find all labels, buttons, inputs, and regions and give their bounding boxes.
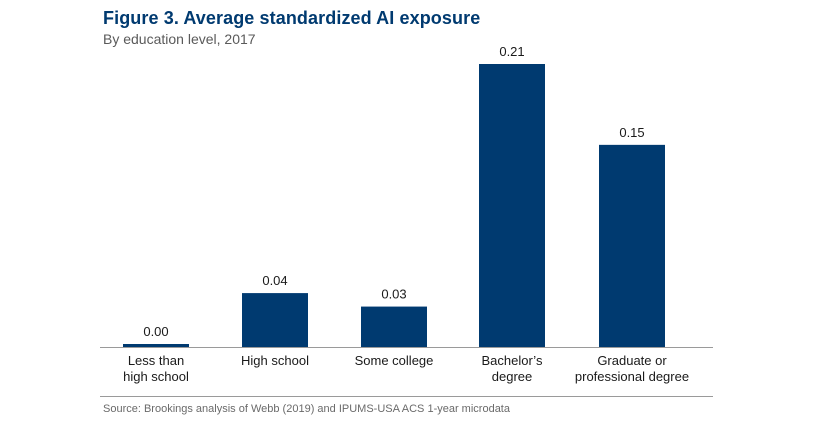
category-label-4-line-2: degree: [492, 369, 532, 384]
data-label-5: 0.15: [619, 125, 644, 140]
bar-3: [361, 306, 427, 347]
category-label-5-line-1: Graduate or: [597, 353, 667, 368]
category-label-2: High school: [241, 353, 309, 368]
data-label-1: 0.00: [143, 324, 168, 339]
category-label-3: Some college: [355, 353, 434, 368]
category-label-1-line-2: high school: [123, 369, 189, 384]
data-label-2: 0.04: [262, 273, 287, 288]
category-label-5-line-2: professional degree: [575, 369, 689, 384]
source-note: Source: Brookings analysis of Webb (2019…: [103, 403, 510, 415]
category-label-1-line-1: Less than: [128, 353, 184, 368]
bar-1: [123, 344, 189, 347]
data-label-3: 0.03: [381, 287, 406, 302]
bar-2: [242, 293, 308, 347]
category-label-4-line-1: Bachelor’s: [482, 353, 543, 368]
chart-subtitle: By education level, 2017: [103, 31, 256, 47]
chart-title: Figure 3. Average standardized AI exposu…: [103, 8, 481, 28]
bar-4: [479, 64, 545, 347]
data-label-4: 0.21: [499, 44, 524, 59]
bar-5: [599, 144, 665, 347]
